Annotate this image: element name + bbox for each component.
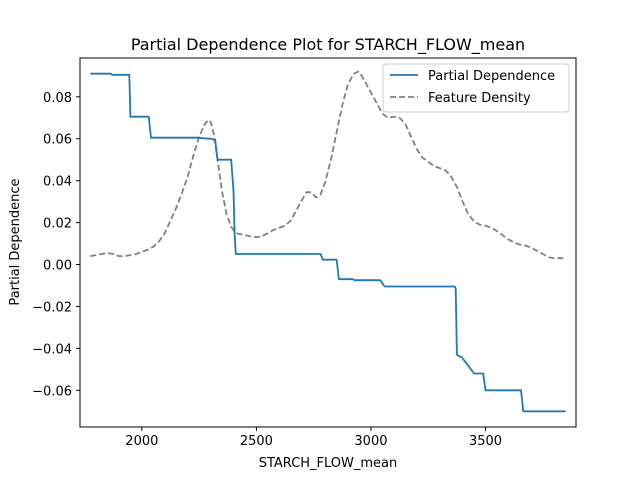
y-tick-label: 0.00	[43, 259, 72, 274]
x-tick-label: 3500	[469, 434, 502, 449]
y-tick-label: −0.04	[32, 342, 72, 357]
x-tick-label: 2000	[125, 434, 158, 449]
chart-title: Partial Dependence Plot for STARCH_FLOW_…	[131, 35, 525, 55]
series-line-partial-dependence	[90, 72, 566, 413]
y-tick-label: 0.02	[43, 217, 72, 232]
series-layer	[90, 70, 566, 413]
legend-box	[382, 63, 570, 113]
legend-label-feature-density: Feature Density	[428, 91, 531, 106]
y-tick-label: 0.04	[43, 175, 72, 190]
y-tick-label: −0.02	[32, 300, 72, 315]
y-tick-label: 0.06	[43, 133, 72, 148]
x-tick-label: 2500	[240, 434, 273, 449]
y-tick-label: −0.06	[32, 384, 72, 399]
x-tick-label: 3000	[354, 434, 387, 449]
y-tick-label: 0.08	[43, 91, 72, 106]
plot-area	[79, 57, 577, 428]
x-axis-label: STARCH_FLOW_mean	[259, 456, 398, 471]
y-axis-label: Partial Dependence	[8, 178, 23, 305]
series-line-feature-density	[90, 70, 566, 260]
legend: Partial Dependence Feature Density	[382, 63, 570, 113]
axes-border	[79, 57, 577, 428]
plot-frame	[80, 58, 576, 427]
legend-label-partial-dependence: Partial Dependence	[428, 69, 555, 84]
y-axis-ticks: −0.06 −0.04 −0.02 0.00 0.02 0.04 0.06 0.08	[32, 91, 80, 399]
x-axis-ticks: 2000 2500 3000 3500	[125, 427, 502, 449]
